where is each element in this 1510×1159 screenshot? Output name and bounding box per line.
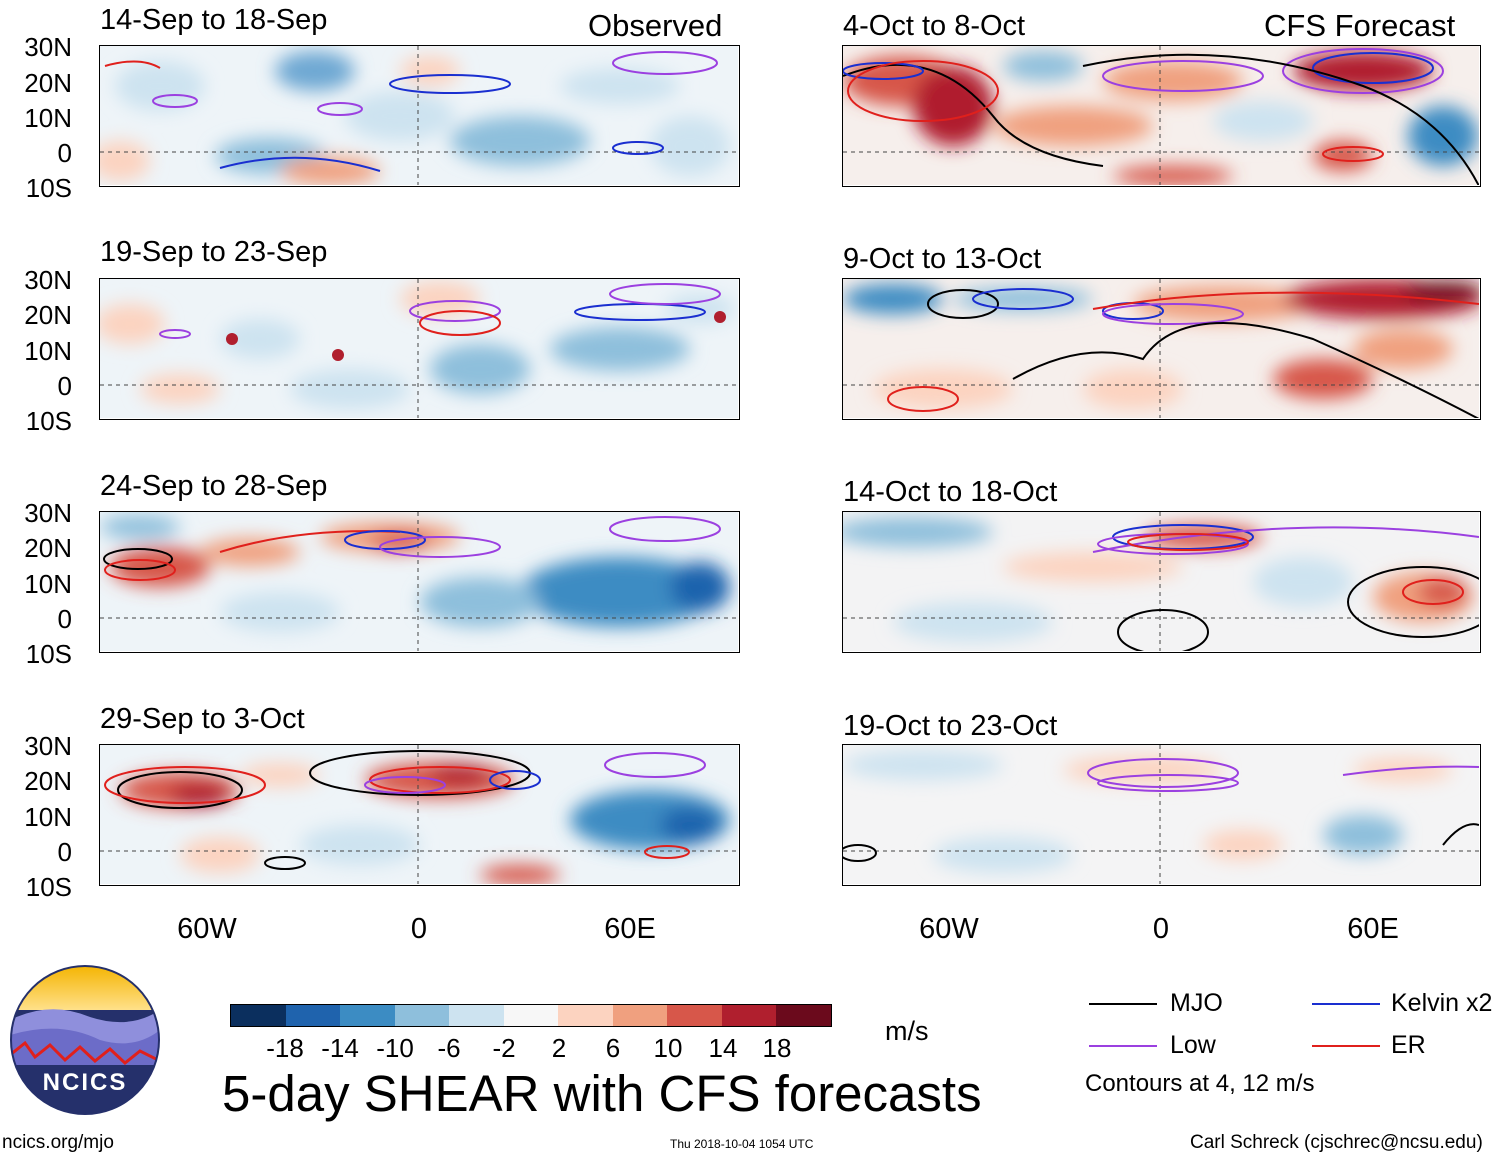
observed-header: Observed bbox=[588, 8, 723, 43]
lon-label-60w-observed: 60W bbox=[177, 913, 237, 945]
colorbar-label: -10 bbox=[376, 1033, 414, 1063]
lat-label-10s: 10S bbox=[25, 872, 72, 902]
colorbar-swatch bbox=[503, 1005, 559, 1026]
colorbar-swatch bbox=[667, 1005, 722, 1026]
lon-label-60e-forecast: 60E bbox=[1347, 913, 1399, 945]
panel-title-forecast-4: 19-Oct to 23-Oct bbox=[843, 710, 1058, 742]
panel-title-observed-4: 29-Sep to 3-Oct bbox=[100, 703, 305, 735]
panel-title-forecast-2: 9-Oct to 13-Oct bbox=[843, 243, 1042, 275]
lat-label-eq: 0 bbox=[57, 371, 72, 401]
lat-label-eq: 0 bbox=[57, 837, 72, 867]
colorbar bbox=[230, 1004, 832, 1027]
colorbar-swatch bbox=[612, 1005, 668, 1026]
colorbar-swatch bbox=[394, 1005, 450, 1026]
legend-label-mjo: MJO bbox=[1170, 989, 1223, 1017]
legend-label-er: ER bbox=[1391, 1031, 1426, 1059]
lon-label-60e-observed: 60E bbox=[604, 913, 656, 945]
colorbar-label: -2 bbox=[492, 1033, 516, 1063]
lat-label-20n: 20N bbox=[24, 68, 72, 98]
footer-timestamp: Thu 2018-10-04 1054 UTC bbox=[670, 1137, 814, 1151]
footer-url[interactable]: ncics.org/mjo bbox=[2, 1132, 114, 1153]
map-panel-observed-4 bbox=[99, 744, 740, 886]
colorbar-label: -14 bbox=[321, 1033, 359, 1063]
colorbar-label: -18 bbox=[266, 1033, 304, 1063]
lon-label-0-forecast: 0 bbox=[1152, 913, 1170, 945]
contour-legend: MJO Kelvin x2 Low ER Contours at 4, 12 m… bbox=[1085, 988, 1505, 1098]
lat-label-10s: 10S bbox=[25, 639, 72, 669]
legend-swatch-mjo bbox=[1089, 1003, 1157, 1005]
legend-swatch-low bbox=[1089, 1045, 1157, 1047]
legend-swatch-er bbox=[1312, 1045, 1380, 1047]
panel-title-forecast-1: 4-Oct to 8-Oct bbox=[843, 10, 1026, 42]
colorbar-swatch bbox=[340, 1005, 395, 1026]
lat-label-eq: 0 bbox=[57, 138, 72, 168]
lat-label-10s: 10S bbox=[25, 173, 72, 203]
lat-label-30n: 30N bbox=[24, 498, 72, 528]
contour-note: Contours at 4, 12 m/s bbox=[1085, 1070, 1315, 1097]
colorbar-label: 14 bbox=[708, 1033, 738, 1063]
ncics-logo: NCICS bbox=[10, 965, 160, 1115]
colorbar-swatch bbox=[231, 1005, 286, 1026]
lat-label-10n: 10N bbox=[24, 336, 72, 366]
colorbar-label: -6 bbox=[437, 1033, 461, 1063]
lat-label-20n: 20N bbox=[24, 300, 72, 330]
colorbar-swatch bbox=[776, 1005, 832, 1026]
map-panel-observed-1 bbox=[99, 45, 740, 187]
logo-text: NCICS bbox=[42, 1069, 128, 1096]
colorbar-swatch bbox=[721, 1005, 777, 1026]
footer-credit: Carl Schreck (cjschrec@ncsu.edu) bbox=[1190, 1132, 1483, 1153]
lat-label-20n: 20N bbox=[24, 766, 72, 796]
lat-label-30n: 30N bbox=[24, 32, 72, 62]
lon-label-60w-forecast: 60W bbox=[919, 913, 979, 945]
colorbar-label: 6 bbox=[605, 1033, 621, 1063]
panel-title-observed-3: 24-Sep to 28-Sep bbox=[100, 470, 328, 502]
lat-label-20n: 20N bbox=[24, 533, 72, 563]
main-title: 5-day SHEAR with CFS forecasts bbox=[222, 1065, 982, 1122]
lat-label-10n: 10N bbox=[24, 569, 72, 599]
legend-swatch-kelvin bbox=[1312, 1003, 1380, 1005]
map-panel-forecast-1 bbox=[842, 45, 1481, 187]
colorbar-label: 10 bbox=[653, 1033, 683, 1063]
colorbar-label: 18 bbox=[762, 1033, 792, 1063]
legend-label-kelvin: Kelvin x2 bbox=[1391, 989, 1493, 1017]
lat-label-10n: 10N bbox=[24, 103, 72, 133]
colorbar-swatch bbox=[558, 1005, 613, 1026]
lat-label-30n: 30N bbox=[24, 731, 72, 761]
panel-title-observed-1: 14-Sep to 18-Sep bbox=[100, 4, 328, 36]
panel-title-observed-2: 19-Sep to 23-Sep bbox=[100, 236, 328, 268]
colorbar-units: m/s bbox=[885, 1016, 929, 1046]
forecast-header: CFS Forecast bbox=[1264, 8, 1456, 43]
lat-label-10s: 10S bbox=[25, 406, 72, 436]
panel-title-forecast-3: 14-Oct to 18-Oct bbox=[843, 476, 1058, 508]
map-panel-observed-2 bbox=[99, 278, 740, 420]
colorbar-label: 2 bbox=[551, 1033, 567, 1063]
lon-label-0-observed: 0 bbox=[410, 913, 428, 945]
map-panel-observed-3 bbox=[99, 511, 740, 653]
lat-label-10n: 10N bbox=[24, 802, 72, 832]
colorbar-swatch bbox=[449, 1005, 504, 1026]
lat-label-eq: 0 bbox=[57, 604, 72, 634]
map-panel-forecast-3 bbox=[842, 511, 1481, 653]
legend-label-low: Low bbox=[1170, 1031, 1216, 1059]
lat-label-30n: 30N bbox=[24, 265, 72, 295]
colorbar-swatch bbox=[285, 1005, 341, 1026]
map-panel-forecast-4 bbox=[842, 744, 1481, 886]
map-panel-forecast-2 bbox=[842, 278, 1481, 420]
